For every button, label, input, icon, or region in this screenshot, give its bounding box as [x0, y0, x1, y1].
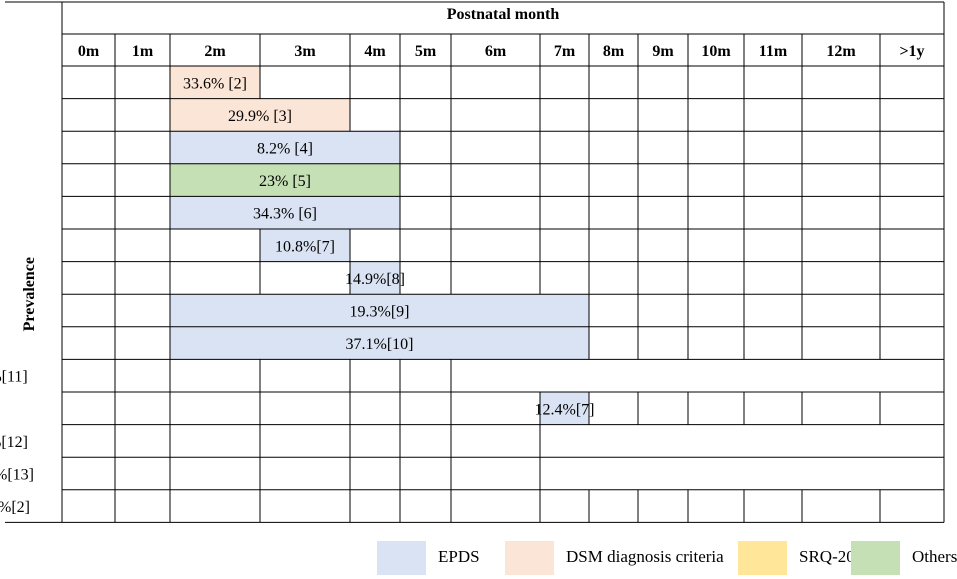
bar-19-3-9 — [170, 294, 589, 327]
legend-swatch — [505, 541, 554, 575]
column-header-1y: >1y — [899, 43, 924, 60]
column-header-11m: 11m — [759, 43, 788, 60]
column-header-5m: 5m — [415, 43, 437, 60]
bar-14-9-8 — [350, 261, 400, 295]
bar-label-12-4-7: 12.4%[7] — [535, 401, 595, 418]
bar-33-6-2 — [170, 66, 260, 99]
bar-label-33-6-2: 33.6% [2] — [183, 75, 247, 92]
legend-swatch — [377, 541, 426, 575]
bar-label-24-11: 24%[11] — [0, 369, 28, 386]
bar-label-37-1-10: 37.1%[10] — [346, 336, 414, 353]
y-axis-label: Prevalence — [21, 257, 38, 331]
bar-37-1-10 — [170, 326, 589, 360]
bar-8-2-4 — [170, 131, 400, 164]
legend-label: SRQ-20 — [799, 547, 855, 566]
legend-label: EPDS — [438, 547, 480, 566]
column-header-3m: 3m — [294, 43, 316, 60]
bar-10-8-7 — [260, 229, 350, 262]
chart-title: Postnatal month — [447, 6, 560, 23]
legend-swatch — [851, 541, 900, 575]
bar-label-29-9-3: 29.9% [3] — [228, 108, 292, 125]
column-header-8m: 8m — [603, 43, 625, 60]
bar-label-23-5: 23% [5] — [259, 173, 311, 190]
bar-label-18-5-2: 18.5%[2] — [0, 499, 30, 516]
column-header-2m: 2m — [204, 43, 226, 60]
column-header-4m: 4m — [364, 43, 386, 60]
bar-34-3-6 — [170, 196, 400, 229]
legend-label: DSM diagnosis criteria — [566, 547, 724, 566]
bar-label-34-3-6: 34.3% [6] — [253, 206, 317, 223]
bar-label-8-2-4: 8.2% [4] — [257, 141, 313, 158]
column-header-6m: 6m — [485, 43, 507, 60]
bar-23-5 — [170, 163, 400, 197]
column-header-10m: 10m — [701, 43, 731, 60]
column-header-12m: 12m — [826, 43, 856, 60]
bar-label-14-9-8: 14.9%[8] — [345, 271, 405, 288]
bar-label-10-8-7: 10.8%[7] — [275, 238, 335, 255]
legend-label: Others* — [912, 547, 957, 566]
column-header-9m: 9m — [652, 43, 674, 60]
bar-label-21-2-13: 21.2%[13] — [0, 467, 34, 484]
column-header-7m: 7m — [554, 43, 576, 60]
bar-label-19-3-9: 19.3%[9] — [350, 304, 410, 321]
bar-12-4-7 — [540, 392, 589, 425]
legend-swatch — [738, 541, 787, 575]
bar-label-21-12: 21%[12] — [0, 434, 28, 451]
column-header-0m: 0m — [78, 43, 100, 60]
bar-29-9-3 — [170, 98, 350, 132]
column-header-1m: 1m — [132, 43, 154, 60]
